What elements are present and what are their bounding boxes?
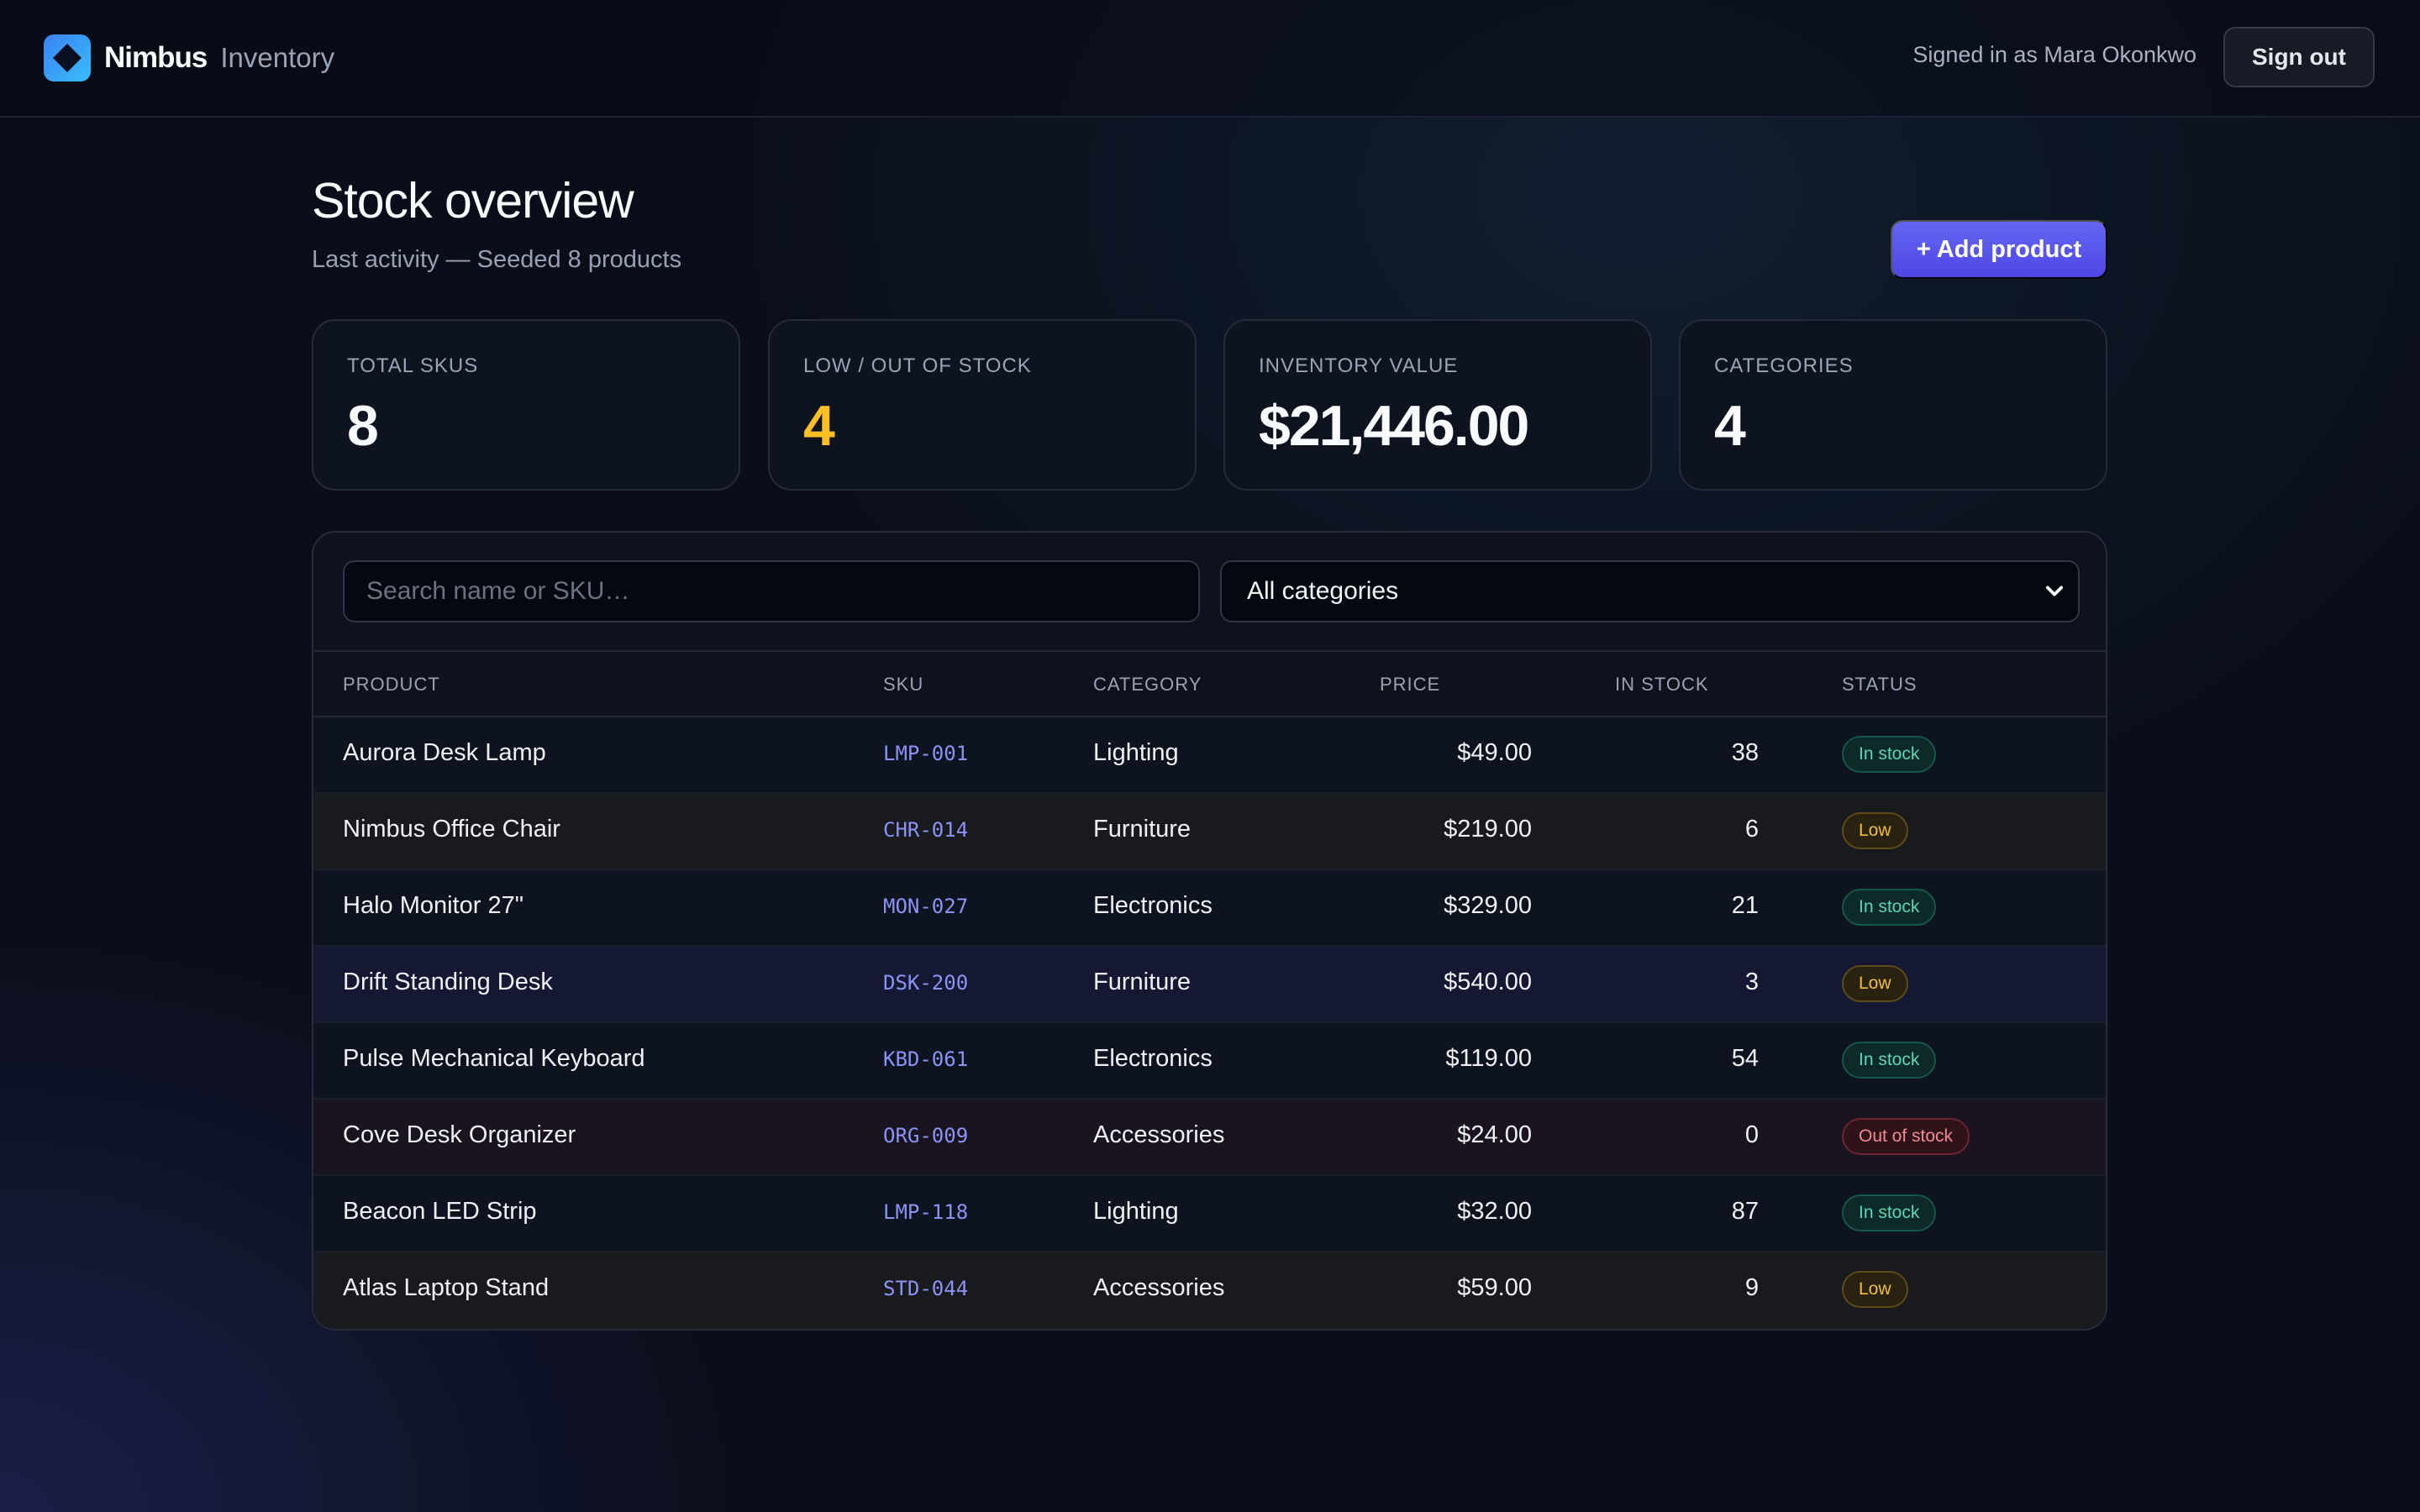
- price: $540.00: [1444, 969, 1532, 995]
- stock-count: 87: [1731, 1198, 1759, 1225]
- product-name: Beacon LED Strip: [343, 1198, 537, 1225]
- category: Lighting: [1093, 1198, 1179, 1225]
- column-header-sku[interactable]: SKU: [883, 674, 924, 695]
- stat-value: $21,446.00: [1259, 394, 1529, 458]
- stat-value: 4: [803, 394, 835, 458]
- table-row[interactable]: Pulse Mechanical Keyboard KBD-061 Electr…: [313, 1023, 2106, 1100]
- category-select[interactable]: All categories: [1220, 560, 2080, 622]
- product-name: Cove Desk Organizer: [343, 1121, 576, 1148]
- search-input[interactable]: [343, 560, 1200, 622]
- stock-count: 54: [1731, 1045, 1759, 1072]
- stock-count: 21: [1731, 892, 1759, 919]
- category: Electronics: [1093, 1045, 1213, 1072]
- price: $219.00: [1444, 816, 1532, 843]
- table-row[interactable]: Aurora Desk Lamp LMP-001 Lighting $49.00…: [313, 717, 2106, 794]
- brand-name: Nimbus: [104, 41, 208, 74]
- column-header-category[interactable]: CATEGORY: [1093, 674, 1202, 695]
- product-name: Halo Monitor 27": [343, 892, 524, 919]
- stat-card-categories: CATEGORIES 4: [1679, 319, 2107, 491]
- last-activity-text: Last activity — Seeded 8 products: [312, 246, 682, 273]
- table-header: PRODUCT SKU CATEGORY PRICE IN STOCK STAT…: [313, 650, 2106, 717]
- table-row[interactable]: Halo Monitor 27" MON-027 Electronics $32…: [313, 870, 2106, 947]
- sku: MON-027: [883, 895, 969, 918]
- brand[interactable]: Nimbus Inventory: [44, 34, 334, 81]
- stock-count: 0: [1744, 1121, 1759, 1148]
- signed-in-text: Signed in as Mara Okonkwo: [1912, 42, 2196, 67]
- sku: LMP-001: [883, 742, 969, 765]
- category: Lighting: [1093, 739, 1179, 766]
- sku: CHR-014: [883, 818, 969, 842]
- sku: ORG-009: [883, 1124, 969, 1147]
- table-row[interactable]: Beacon LED Strip LMP-118 Lighting $32.00…: [313, 1176, 2106, 1252]
- stock-count: 9: [1744, 1274, 1759, 1301]
- table-row[interactable]: Nimbus Office Chair CHR-014 Furniture $2…: [313, 794, 2106, 870]
- inventory-table-card: All categories PRODUCT SKU CATEGORY PRIC…: [312, 531, 2107, 1331]
- price: $59.00: [1457, 1274, 1532, 1301]
- stat-value: 8: [347, 394, 379, 458]
- category: Accessories: [1093, 1121, 1225, 1148]
- stat-label: LOW / OUT OF STOCK: [803, 354, 1032, 377]
- status-badge: Low: [1842, 1271, 1908, 1308]
- page-title: Stock overview: [312, 173, 634, 228]
- status-badge: Low: [1842, 812, 1908, 849]
- sign-out-button[interactable]: Sign out: [2223, 27, 2375, 87]
- table-row[interactable]: Drift Standing Desk DSK-200 Furniture $5…: [313, 947, 2106, 1023]
- product-name: Nimbus Office Chair: [343, 816, 560, 843]
- column-header-status[interactable]: STATUS: [1842, 674, 1918, 695]
- logo-diamond: [53, 44, 82, 72]
- sku: STD-044: [883, 1277, 969, 1300]
- column-header-in-stock[interactable]: IN STOCK: [1615, 674, 1709, 695]
- stat-value: 4: [1714, 394, 1746, 458]
- category: Furniture: [1093, 969, 1192, 995]
- sku: LMP-118: [883, 1200, 969, 1224]
- stock-count: 38: [1731, 739, 1759, 766]
- stat-label: TOTAL SKUS: [347, 354, 479, 377]
- top-bar: Nimbus Inventory Signed in as Mara Okonk…: [0, 0, 2420, 118]
- product-name: Aurora Desk Lamp: [343, 739, 546, 766]
- stat-card-low-stock: LOW / OUT OF STOCK 4: [768, 319, 1197, 491]
- logo-icon: [44, 34, 91, 81]
- price: $49.00: [1457, 739, 1532, 766]
- status-badge: In stock: [1842, 736, 1937, 773]
- product-name: Atlas Laptop Stand: [343, 1274, 550, 1301]
- status-badge: Low: [1842, 965, 1908, 1002]
- product-name: Drift Standing Desk: [343, 969, 553, 995]
- table-row[interactable]: Cove Desk Organizer ORG-009 Accessories …: [313, 1100, 2106, 1176]
- table-row[interactable]: Atlas Laptop Stand STD-044 Accessories $…: [313, 1252, 2106, 1329]
- stock-count: 6: [1744, 816, 1759, 843]
- status-badge: Out of stock: [1842, 1118, 1970, 1155]
- stock-count: 3: [1744, 969, 1759, 995]
- category: Furniture: [1093, 816, 1192, 843]
- status-badge: In stock: [1842, 1194, 1937, 1231]
- sku: KBD-061: [883, 1047, 969, 1071]
- price: $329.00: [1444, 892, 1532, 919]
- column-header-product[interactable]: PRODUCT: [343, 674, 440, 695]
- sku: DSK-200: [883, 971, 969, 995]
- category-select-value: All categories: [1247, 577, 1399, 605]
- price: $119.00: [1445, 1045, 1532, 1072]
- stat-card-inventory-value: INVENTORY VALUE $21,446.00: [1223, 319, 1652, 491]
- chevron-down-icon: [2045, 585, 2064, 596]
- column-header-price[interactable]: PRICE: [1380, 674, 1441, 695]
- stat-label: INVENTORY VALUE: [1259, 354, 1459, 377]
- status-badge: In stock: [1842, 1042, 1937, 1079]
- stat-label: CATEGORIES: [1714, 354, 1854, 377]
- add-product-button[interactable]: + Add product: [1891, 220, 2107, 279]
- price: $32.00: [1457, 1198, 1532, 1225]
- category: Accessories: [1093, 1274, 1225, 1301]
- product-name: Pulse Mechanical Keyboard: [343, 1045, 645, 1072]
- price: $24.00: [1457, 1121, 1532, 1148]
- brand-product: Inventory: [220, 42, 335, 73]
- stat-card-total-skus: TOTAL SKUS 8: [312, 319, 740, 491]
- status-badge: In stock: [1842, 889, 1937, 926]
- category: Electronics: [1093, 892, 1213, 919]
